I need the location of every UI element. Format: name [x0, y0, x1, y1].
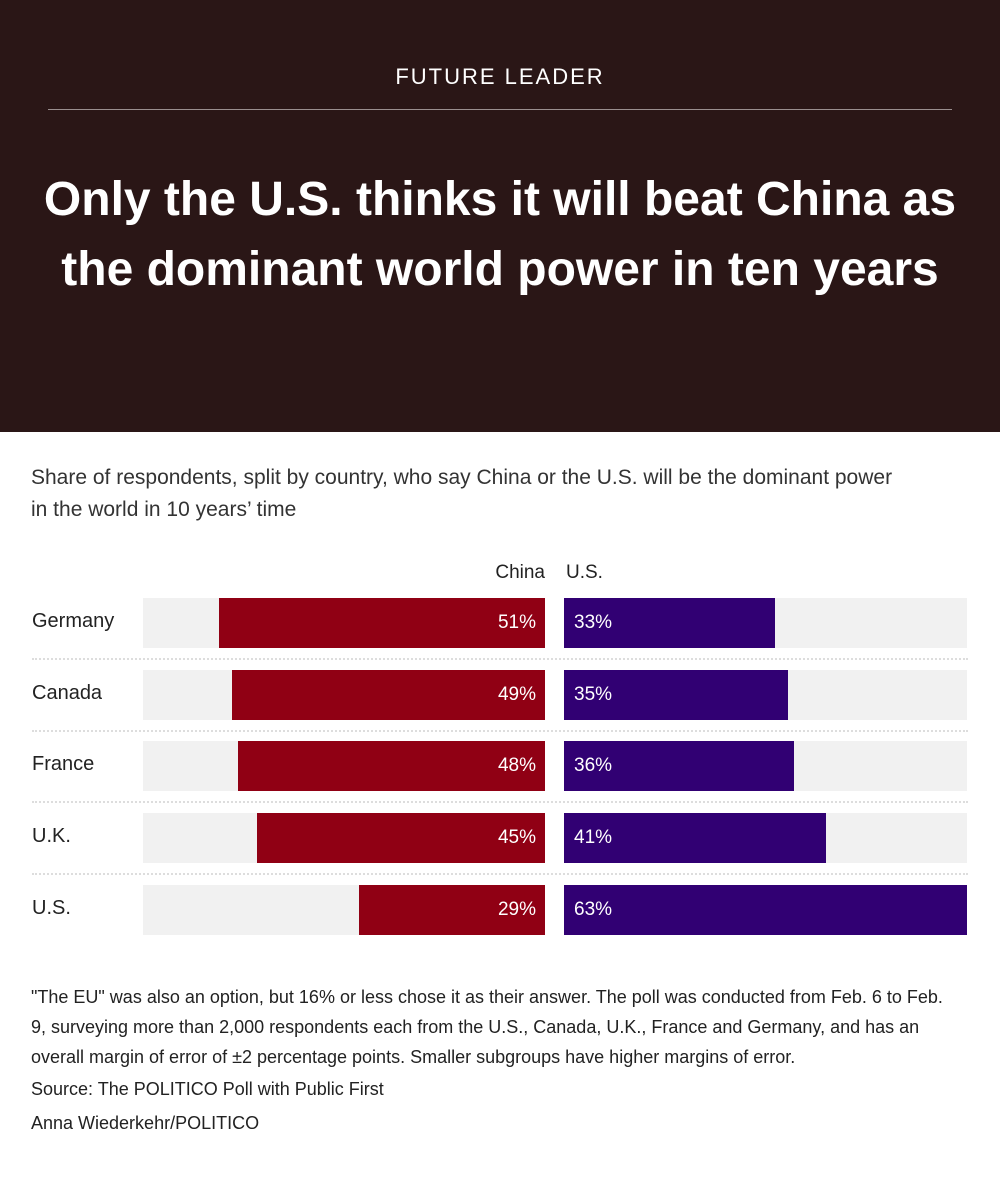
us-value-label: 63%	[574, 898, 613, 920]
china-value-label: 29%	[497, 898, 536, 920]
footnote: "The EU" was also an option, but 16% or …	[31, 987, 943, 1067]
china-value-label: 48%	[497, 755, 536, 777]
row-separator	[32, 873, 968, 876]
us-bar	[564, 741, 795, 792]
china-value-label: 49%	[497, 683, 536, 705]
row-separator	[32, 801, 968, 804]
category-label: Germany	[32, 610, 115, 632]
china-bar	[257, 813, 545, 864]
legend-us: U.S.	[566, 562, 603, 583]
china-bar	[218, 598, 545, 648]
chart-subtitle: Share of respondents, split by country, …	[31, 466, 893, 521]
us-bar	[564, 669, 788, 720]
category-label: U.K.	[32, 825, 71, 848]
us-value-label: 33%	[574, 612, 613, 633]
us-bar	[564, 598, 776, 648]
category-label: France	[32, 753, 95, 776]
row-separator	[32, 729, 968, 732]
china-bar	[237, 741, 545, 792]
us-bar	[564, 813, 827, 864]
china-value-label: 51%	[497, 612, 536, 633]
us-bar	[564, 884, 967, 935]
us-value-label: 36%	[574, 755, 613, 777]
credit: Anna Wiederkehr/POLITICO	[31, 1113, 260, 1133]
row-separator	[32, 658, 968, 660]
china-value-label: 45%	[497, 827, 536, 849]
china-bar	[359, 884, 545, 935]
category-label: Canada	[32, 681, 103, 704]
divider	[48, 109, 952, 110]
category-label: U.S.	[32, 896, 71, 919]
us-value-label: 35%	[574, 683, 613, 705]
chart-title: Only the U.S. thinks it will beat China …	[43, 173, 957, 296]
kicker: FUTURE LEADER	[395, 64, 605, 89]
footer: "The EU" was also an option, but 16% or …	[31, 982, 951, 1140]
china-bar	[231, 669, 545, 720]
header: FUTURE LEADER Only the U.S. thinks it wi…	[0, 0, 1000, 432]
us-value-label: 41%	[574, 827, 613, 849]
legend-china: China	[495, 562, 545, 583]
source: Source: The POLITICO Poll with Public Fi…	[31, 1079, 384, 1099]
